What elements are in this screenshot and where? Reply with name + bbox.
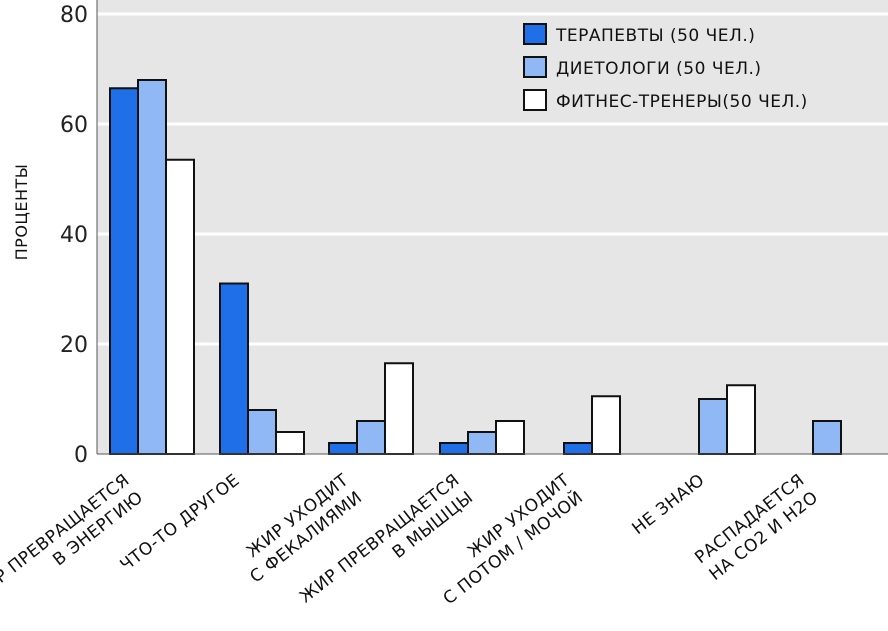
legend-swatch [523,56,547,78]
x-tick-label-group: НЕ ЗНАЮ [629,470,709,539]
plot-background [97,0,888,454]
bar-2-cat-2 [247,409,277,455]
y-axis-label: ПРОЦЕНТЫ [12,164,31,261]
legend-label: ДИЕТОЛОГИ (50 ЧЕЛ.) [556,59,762,79]
bar-2-cat-1 [137,79,167,455]
x-tick-label-group: ЧТО-ТО ДРУГОЕ [117,470,244,575]
gridlines [97,12,888,346]
bar-2-cat-7 [812,420,842,455]
y-tick-label: 40 [60,223,88,248]
bar-3-cat-5 [591,395,621,455]
y-tick-labels: 0 20 40 60 80 [60,3,88,468]
bar-1-cat-4 [439,442,469,455]
legend: ТЕРАПЕВТЫ (50 ЧЕЛ.) ДИЕТОЛОГИ (50 ЧЕЛ.) ФИ… [523,23,808,112]
legend-swatch [523,23,547,45]
y-tick-label: 0 [74,443,88,468]
x-tick-label: ЧТО-ТО ДРУГОЕ [117,470,244,575]
legend-label: ТЕРАПЕВТЫ (50 ЧЕЛ.) [555,26,755,46]
legend-label: ФИТНЕС-ТРЕНЕРЫ(50 ЧЕЛ.) [556,92,808,112]
bar-1-cat-5 [563,442,593,455]
x-tick-label: НЕ ЗНАЮ [629,470,709,539]
bar-2-cat-4 [467,431,497,455]
bar-1-cat-1 [109,87,139,455]
bar-3-cat-1 [165,158,195,455]
x-tick-label: ЖИР ПРЕВРАЩАЕТСЯ [0,470,134,607]
legend-swatch [523,89,547,111]
y-tick-label: 60 [60,113,88,138]
y-tick-label: 20 [60,333,88,358]
bar-3-cat-6 [726,384,756,455]
bar-3-cat-3 [384,362,414,455]
bar-3-cat-4 [495,420,525,455]
y-tick-label: 80 [60,3,88,28]
bar-1-cat-3 [328,442,358,455]
bar-2-cat-3 [356,420,386,455]
bar-3-cat-2 [275,431,305,455]
bar-2-cat-6 [698,398,728,455]
bar-1-cat-2 [219,282,249,455]
